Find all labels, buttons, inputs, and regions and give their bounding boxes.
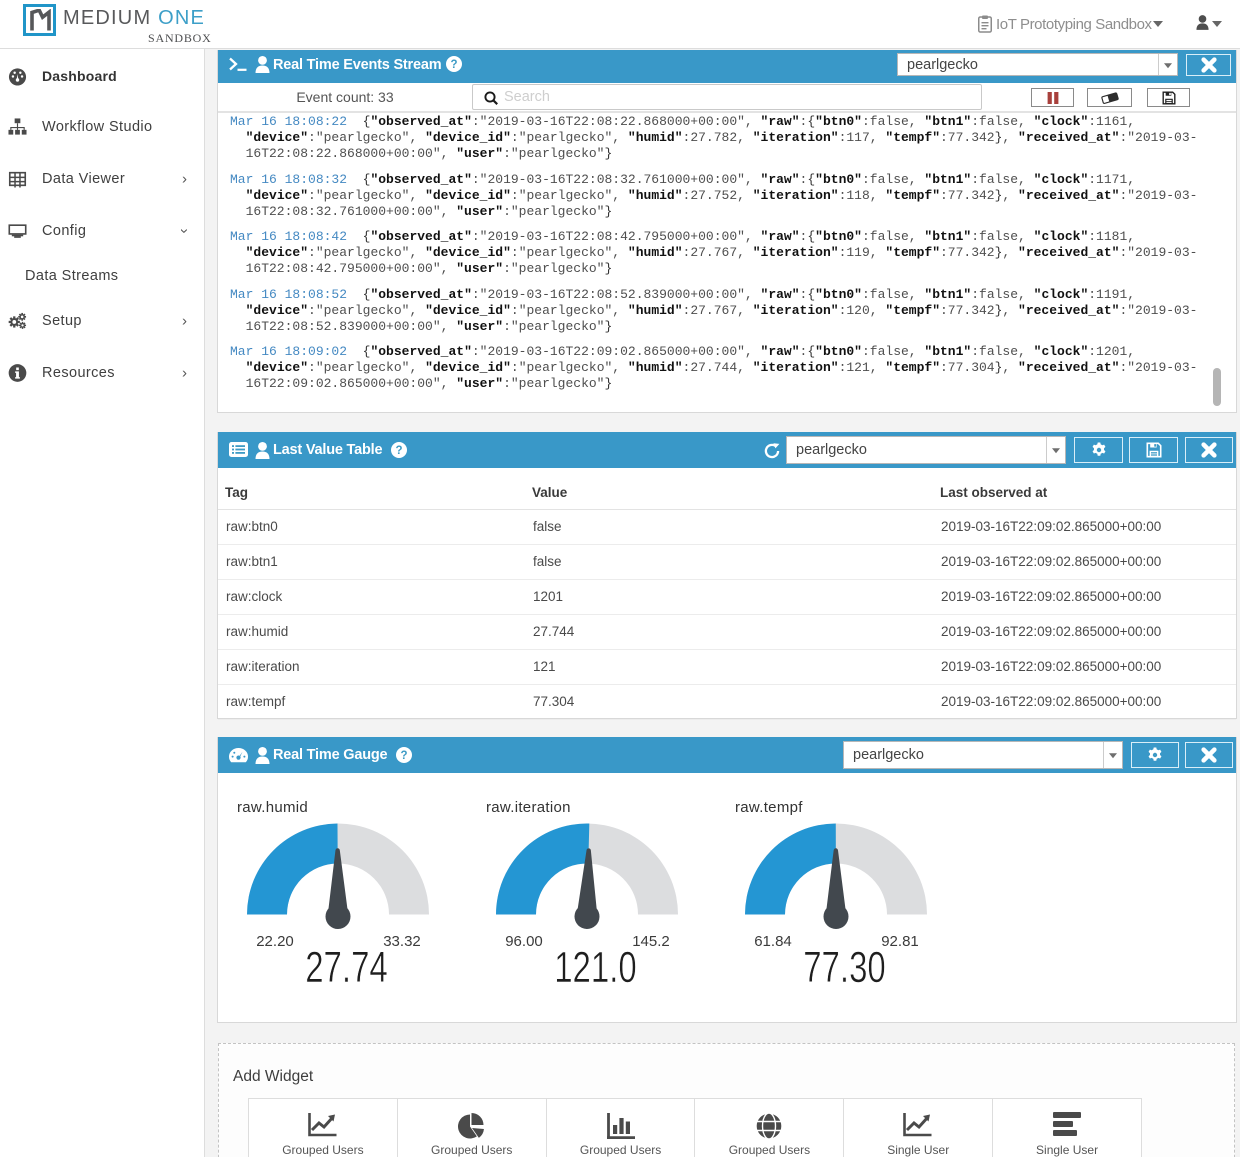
svg-text:?: ? [395,445,402,457]
svg-text:?: ? [450,59,457,71]
svg-text:?: ? [400,750,407,762]
